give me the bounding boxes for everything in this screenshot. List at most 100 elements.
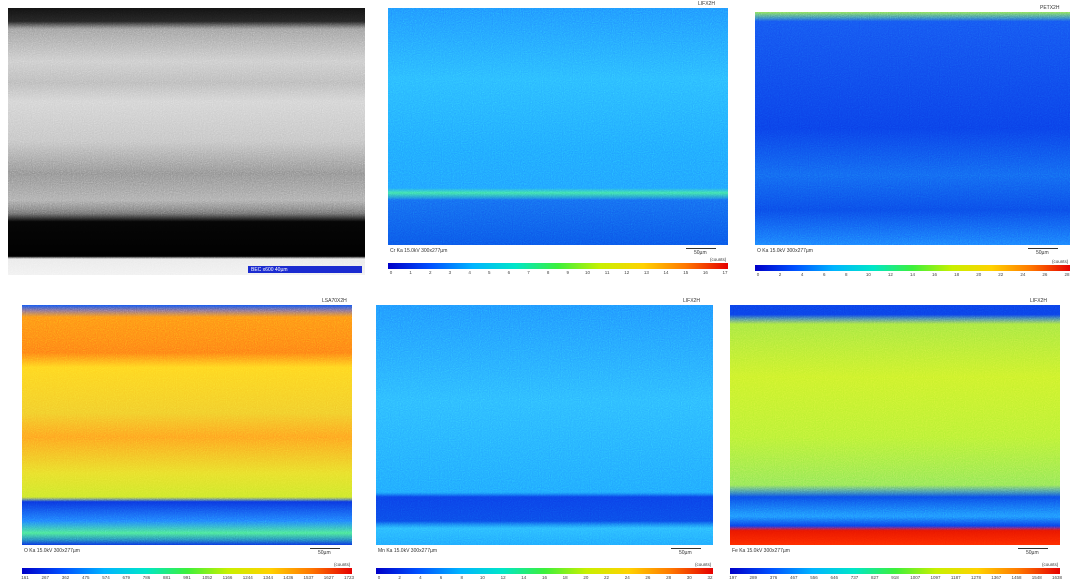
eds-map	[755, 12, 1070, 245]
colorbar-tick: 3	[448, 270, 452, 275]
colorbar-tick: 0	[756, 272, 760, 277]
colorbar-tick: 30	[686, 575, 692, 580]
colorbar-tick: 1344	[262, 575, 274, 580]
colorbar-tick: 0	[389, 270, 393, 275]
colorbar-tick: 12	[500, 575, 506, 580]
colorbar-tick: 8	[460, 575, 464, 580]
colorbar-tick: 8	[845, 272, 848, 277]
detector-label: LSA70X2H	[322, 298, 347, 304]
color-bar	[388, 263, 728, 269]
colorbar-tick: 32	[707, 575, 713, 580]
colorbar-unit: (counts)	[695, 562, 712, 567]
colorbar-unit: (counts)	[710, 257, 727, 262]
scale-bar	[310, 548, 340, 549]
color-bar	[755, 265, 1070, 271]
colorbar-tick: 991	[183, 575, 191, 580]
colorbar-tick: 22	[998, 272, 1004, 277]
info-bar: BEC x600 40µm	[248, 266, 362, 273]
colorbar-tick: 0	[377, 575, 381, 580]
colorbar-tick: 1627	[323, 575, 334, 580]
speckle	[376, 305, 713, 545]
scale-label: 50µm	[694, 250, 707, 256]
colorbar-tick: 376	[769, 575, 778, 580]
colorbar-tick: 16	[702, 270, 708, 275]
colorbar-tick: 28	[666, 575, 672, 580]
colorbar-tick: 10	[479, 575, 485, 580]
colorbar-tick: 1187	[950, 575, 961, 580]
colorbar-tick: 18	[954, 272, 960, 277]
colorbar-tick: 20	[583, 575, 589, 580]
colorbar-unit: (counts)	[334, 562, 351, 567]
colorbar-tick: 1278	[970, 575, 982, 580]
colorbar-tick: 4	[468, 270, 471, 275]
colorbar-tick: 16	[541, 575, 548, 580]
colorbar-tick: 24	[1020, 272, 1026, 277]
color-bar	[376, 568, 713, 574]
eds-map	[22, 305, 352, 545]
colorbar-tick: 9	[566, 270, 570, 275]
colorbar-tick: 556	[810, 575, 818, 580]
colorbar-tick: 1458	[1011, 575, 1022, 580]
colorbar-tick: 1436	[283, 575, 294, 580]
colorbar-tick: 14	[909, 272, 916, 277]
map-caption: Cr Ka 15.0kV 300x277µm	[390, 248, 448, 254]
colorbar-tick: 1097	[930, 575, 941, 580]
colorbar-tick: 827	[870, 575, 879, 580]
colorbar-tick: 1638	[1051, 575, 1063, 580]
colorbar-tick: 1367	[991, 575, 1002, 580]
detector-label: LIFX2H	[698, 1, 715, 7]
eds-map	[388, 8, 728, 245]
texture	[8, 8, 365, 275]
scale-label: 50µm	[318, 550, 331, 556]
colorbar-tick: 267	[41, 575, 50, 580]
colorbar-tick: 18	[562, 575, 568, 580]
eds-map	[376, 305, 713, 545]
colorbar-tick: 26	[645, 575, 651, 580]
colorbar-tick: 4	[419, 575, 422, 580]
colorbar-tick: 28	[1064, 272, 1070, 277]
map-caption: Fe Ka 15.0kV 300x277µm	[732, 548, 790, 554]
colorbar-tick: 11	[604, 270, 610, 275]
speckle	[388, 8, 728, 245]
scale-label: 50µm	[1036, 250, 1049, 256]
colorbar-tick: 20	[976, 272, 982, 277]
colorbar-tick: 161	[21, 575, 29, 580]
speckle	[22, 305, 352, 545]
colorbar-tick: 17	[722, 270, 728, 275]
eds-map	[730, 305, 1060, 545]
colorbar-tick: 12	[624, 270, 630, 275]
colorbar-tick: 475	[81, 575, 90, 580]
detector-label: PETX2H	[1040, 5, 1060, 11]
colorbar-tick: 197	[729, 575, 737, 580]
colorbar-tick: 10	[865, 272, 871, 277]
colorbar-tick: 24	[624, 575, 630, 580]
detector-label: LIFX2H	[1030, 298, 1047, 304]
color-bar	[730, 568, 1060, 574]
speckle	[730, 305, 1060, 545]
scale-bar	[671, 548, 701, 549]
colorbar-tick: 679	[122, 575, 131, 580]
colorbar-tick: 1723	[343, 575, 355, 580]
colorbar-tick: 6	[507, 270, 511, 275]
scale-bar	[1018, 548, 1048, 549]
colorbar-tick: 13	[643, 270, 649, 275]
map-caption: O Ka 15.0kV 300x277µm	[757, 248, 813, 254]
colorbar-tick: 15	[683, 270, 689, 275]
colorbar-tick: 918	[891, 575, 899, 580]
colorbar-tick: 6	[439, 575, 443, 580]
colorbar-tick: 1548	[1031, 575, 1042, 580]
colorbar-tick: 786	[142, 575, 151, 580]
colorbar-tick: 8	[546, 270, 550, 275]
colorbar-tick: 1	[409, 270, 412, 275]
speckle	[755, 12, 1070, 245]
scale-label: 50µm	[679, 550, 692, 556]
colorbar-tick: 16	[932, 272, 938, 277]
map-caption: Mn Ka 15.0kV 300x277µm	[378, 548, 438, 554]
colorbar-tick: 26	[1042, 272, 1048, 277]
sem-label: BEC x600 40µm	[251, 267, 288, 273]
colorbar-tick: 14	[663, 270, 669, 275]
colorbar-tick: 10	[584, 270, 590, 275]
scale-bar	[686, 248, 716, 249]
colorbar-tick: 289	[749, 575, 758, 580]
colorbar-tick: 574	[102, 575, 110, 580]
